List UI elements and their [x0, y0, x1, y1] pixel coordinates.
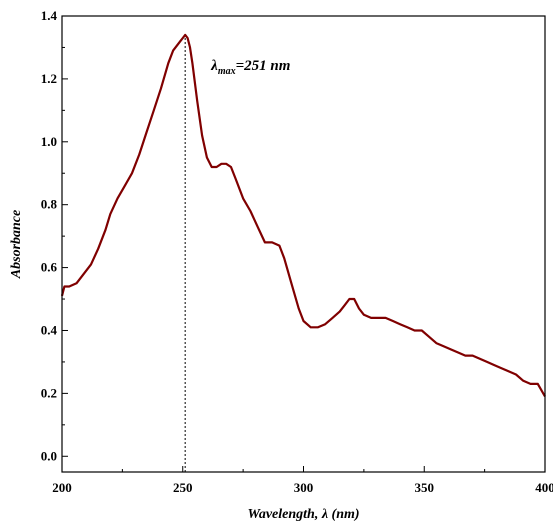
x-tick-label: 200	[52, 480, 72, 495]
x-tick-label: 400	[535, 480, 553, 495]
plot-frame	[61, 15, 546, 473]
y-tick-label: 0.2	[41, 385, 57, 400]
y-axis-ticks: 0.0 0.2 0.4 0.6 0.8 1.0 1.2 1.4	[41, 8, 68, 463]
x-tick-label: 300	[294, 480, 314, 495]
lambda-max-annotation: λmax=251 nm	[210, 58, 290, 77]
y-tick-label: 1.4	[41, 8, 58, 23]
annotation-subscript: max	[218, 66, 236, 77]
x-tick-label: 350	[415, 480, 435, 495]
y-axis-title: Absorbance	[9, 210, 24, 279]
x-axis-ticks: 200 250 300 350 400	[52, 466, 553, 495]
annotation-value: =251 nm	[236, 58, 291, 74]
x-axis-title: Wavelength, λ (nm)	[247, 507, 359, 522]
y-tick-label: 0.0	[41, 448, 57, 463]
x-tick-label: 250	[173, 480, 193, 495]
y-tick-label: 0.4	[41, 322, 58, 337]
y-tick-label: 1.0	[41, 134, 57, 149]
y-tick-label: 1.2	[41, 71, 57, 86]
absorbance-series-line	[60, 33, 546, 398]
annotation-lambda: λ	[210, 58, 218, 74]
y-tick-label: 0.6	[41, 260, 58, 275]
y-tick-label: 0.8	[41, 197, 58, 212]
